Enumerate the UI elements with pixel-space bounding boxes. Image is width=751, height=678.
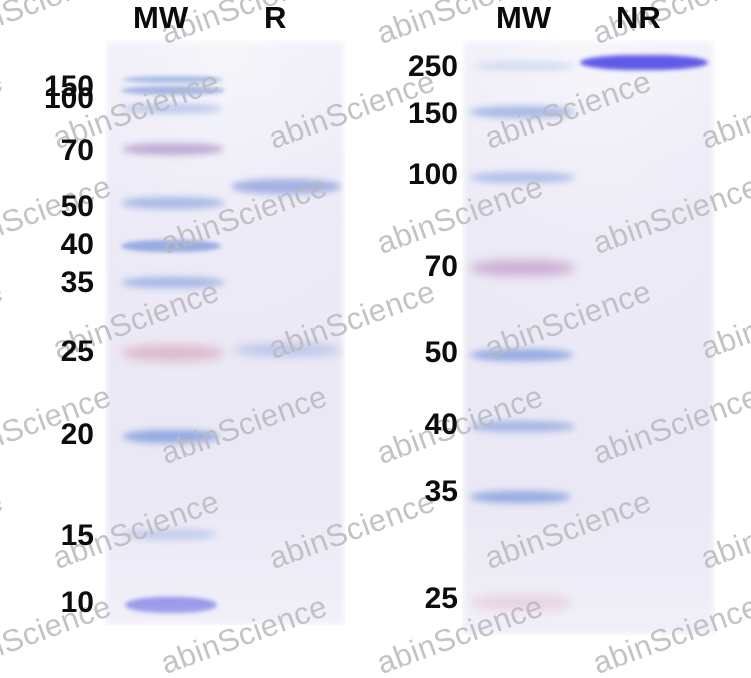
mw-label-left-70: 70 (60, 134, 94, 167)
band-r-55 (231, 179, 341, 194)
band-mwr-25 (470, 595, 573, 611)
lane-header-nr: NR (616, 0, 661, 35)
watermark-text: abinScience (0, 483, 8, 576)
lane-r (229, 40, 341, 625)
watermark-text: abinScience (0, 63, 8, 156)
lane-mw-left (121, 40, 225, 625)
band-mw-150b (121, 86, 225, 95)
lane-header-r: R (264, 0, 287, 35)
mw-label-right-250: 250 (407, 50, 458, 83)
mw-label-left-40: 40 (60, 228, 94, 261)
mw-label-left-15: 15 (60, 519, 94, 552)
mw-label-right-35: 35 (424, 475, 458, 508)
band-mw-15 (123, 529, 217, 540)
lane-mw-right (470, 40, 575, 635)
band-mw-25 (121, 345, 225, 361)
mw-label-right-40: 40 (424, 408, 458, 441)
mw-label-left-20: 20 (60, 418, 94, 451)
mw-label-left-25: 25 (60, 335, 94, 368)
band-mwr-150 (470, 106, 575, 118)
mw-label-left-150: 150 (43, 70, 94, 103)
band-mw-10 (125, 597, 217, 613)
mw-label-left-50: 50 (60, 190, 94, 223)
band-mwr-70 (470, 260, 575, 276)
band-mw-35 (121, 277, 225, 288)
lane-header-mw-left: MW (133, 0, 189, 35)
band-mw-20 (123, 430, 219, 443)
gel-panel-left (105, 40, 345, 625)
band-r-25 (233, 344, 341, 356)
mw-label-left-100: 100 (43, 82, 94, 115)
mw-label-right-50: 50 (424, 336, 458, 369)
gel-panel-right (462, 40, 715, 635)
band-mw-150a (123, 76, 223, 83)
band-mwr-100 (470, 172, 575, 183)
band-mwr-35 (470, 491, 571, 503)
band-mw-40 (121, 240, 221, 252)
mw-label-right-100: 100 (407, 158, 458, 191)
band-mwr-40 (470, 421, 575, 432)
mw-label-right-25: 25 (424, 582, 458, 615)
lane-header-mw-right: MW (496, 0, 552, 35)
mw-label-right-70: 70 (424, 250, 458, 283)
band-mwr-250 (474, 62, 575, 70)
band-mw-70 (122, 143, 224, 155)
band-nr-250 (580, 55, 708, 70)
band-mw-50 (121, 197, 225, 209)
band-mw-100 (122, 104, 222, 113)
mw-label-left-35: 35 (60, 266, 94, 299)
lane-nr (580, 40, 710, 635)
mw-label-right-150: 150 (407, 97, 458, 130)
watermark-text: abinScience (0, 273, 8, 366)
mw-label-left-10: 10 (60, 586, 94, 619)
watermark-text: abinScience (0, 0, 116, 51)
band-mwr-50 (470, 349, 573, 361)
